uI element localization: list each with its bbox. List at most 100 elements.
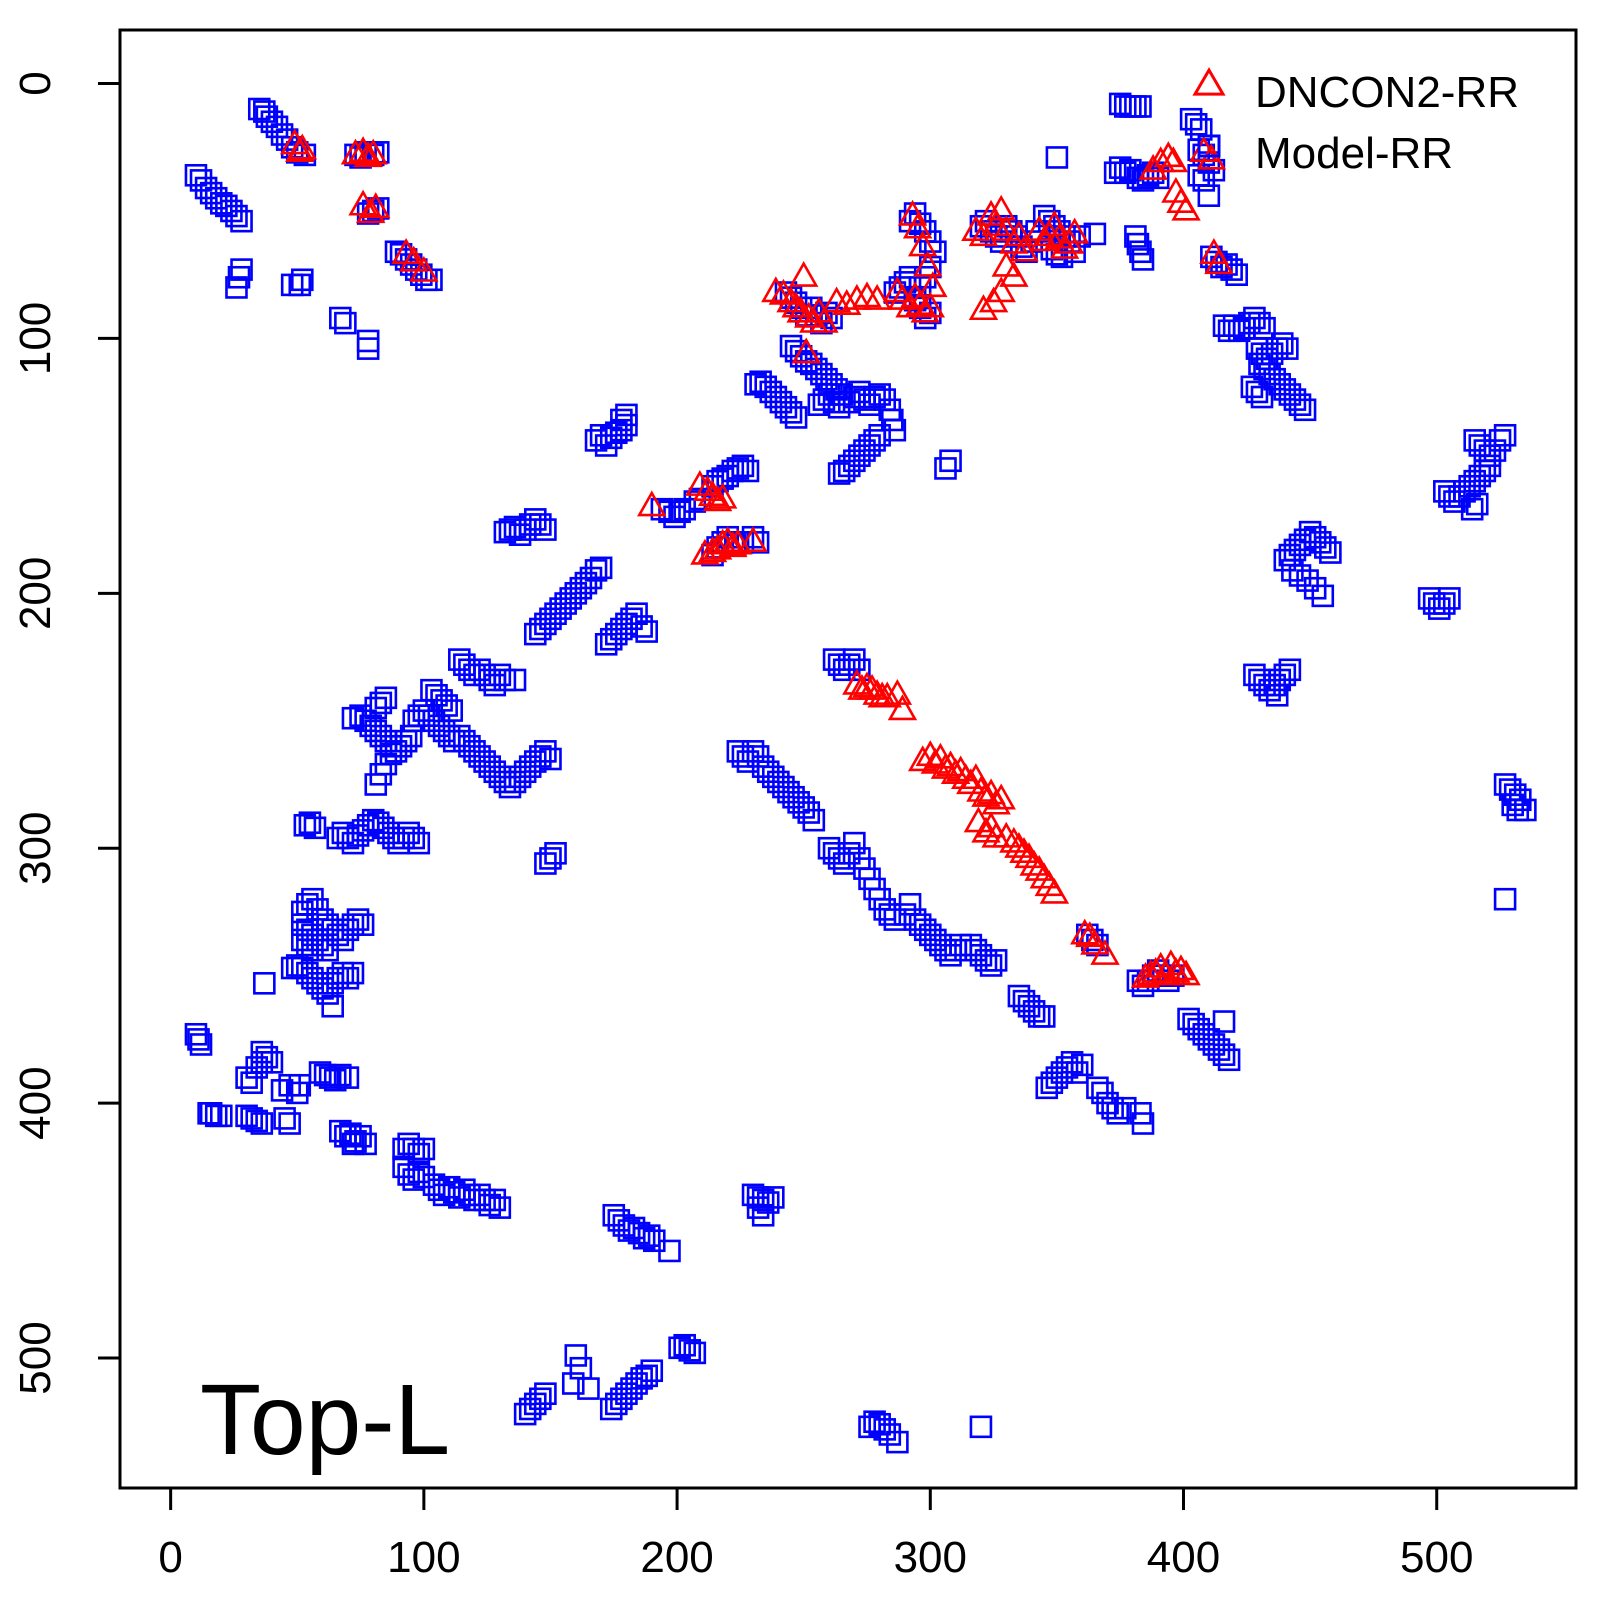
model-rr-point xyxy=(240,1071,263,1095)
model-rr-point xyxy=(323,1068,347,1092)
legend-square-marker xyxy=(1197,134,1221,158)
model-rr-point xyxy=(1493,887,1517,911)
dncon2-rr-point xyxy=(971,780,1001,807)
dncon2-rr-point xyxy=(1070,918,1100,945)
model-rr-point xyxy=(364,773,388,796)
model-rr-point xyxy=(630,615,653,638)
model-rr-point xyxy=(1106,1102,1129,1125)
dncon2-rr-point xyxy=(809,306,839,333)
legend: DNCON2-RR Model-RR xyxy=(1192,67,1519,178)
model-rr-point xyxy=(346,908,370,931)
model-rr-point xyxy=(1184,113,1208,136)
dncon2-rr-point xyxy=(1059,217,1090,244)
model-rr-point xyxy=(341,1132,365,1156)
model-rr-point xyxy=(984,949,1008,972)
model-rr-point xyxy=(843,831,866,855)
model-rr-point xyxy=(1113,1096,1137,1120)
dncon2-rr-point xyxy=(887,694,918,721)
plot-frame xyxy=(118,28,1578,1490)
model-rr-point xyxy=(658,1239,681,1263)
dncon2-rr-point xyxy=(718,531,748,558)
model-rr-point xyxy=(374,686,398,710)
x-tick-label: 0 xyxy=(158,1533,182,1582)
model-rr-point xyxy=(298,811,322,835)
model-rr-point xyxy=(296,933,319,957)
model-rr-point xyxy=(1129,95,1152,118)
model-rr-point xyxy=(746,531,770,554)
model-rr-point xyxy=(969,1415,993,1439)
model-rr-point xyxy=(273,1107,296,1130)
model-rr-point xyxy=(1124,225,1147,248)
y-tick-label: 200 xyxy=(11,557,60,630)
model-rr-point xyxy=(1303,576,1327,600)
model-rr-point xyxy=(394,729,418,753)
model-rr-point xyxy=(356,337,380,360)
model-rr-point xyxy=(187,1028,210,1051)
model-rr-point xyxy=(830,383,853,406)
model-rr-point xyxy=(291,268,314,292)
dncon2-rr-point xyxy=(968,294,999,321)
dncon2-rr-point xyxy=(1153,141,1184,168)
model-rr-point xyxy=(1270,332,1294,355)
model-rr-point xyxy=(898,265,922,289)
model-rr-point xyxy=(589,556,613,580)
model-rr-point xyxy=(230,258,253,281)
model-rr-point xyxy=(637,1224,661,1247)
x-tick-label: 500 xyxy=(1400,1533,1473,1582)
model-rr-point xyxy=(635,620,658,643)
model-rr-point xyxy=(1192,169,1216,192)
model-rr-point xyxy=(334,311,357,335)
model-rr-point xyxy=(577,1377,600,1400)
model-rr-point xyxy=(564,1344,588,1367)
model-rr-point xyxy=(736,459,760,483)
legend-triangle-marker xyxy=(1192,67,1226,96)
model-rr-point xyxy=(278,1112,301,1135)
model-rr-point xyxy=(820,306,843,330)
model-rr-point xyxy=(561,1372,585,1395)
model-rr-point xyxy=(1245,380,1269,404)
dncon2-rr-point xyxy=(1009,837,1039,863)
model-rr-point xyxy=(1265,683,1289,707)
model-rr-point xyxy=(1311,584,1335,608)
dncon2-rr-point xyxy=(857,673,887,700)
model-rr-point xyxy=(245,1109,269,1133)
model-rr-point xyxy=(878,1423,902,1446)
y-tick-label: 100 xyxy=(11,302,60,375)
model-rr-point xyxy=(483,1188,507,1212)
model-rr-point xyxy=(1296,569,1319,592)
dncon2-rr-point xyxy=(918,271,948,298)
dncon2-rr-point xyxy=(791,337,821,364)
model-rr-point xyxy=(1501,793,1524,817)
model-rr-point xyxy=(539,747,562,771)
dncon2-rr-point xyxy=(961,215,991,242)
model-rr-point xyxy=(1278,658,1302,682)
legend-label-model-rr: Model-RR xyxy=(1255,129,1453,178)
model-rr-point xyxy=(260,1051,284,1074)
model-rr-point xyxy=(1293,398,1317,422)
model-rr-point xyxy=(610,408,633,432)
model-rr-point xyxy=(270,1079,294,1102)
model-rr-point xyxy=(341,961,365,985)
model-rr-point xyxy=(615,403,638,427)
series-dncon2-rr xyxy=(279,128,1234,988)
model-rr-point xyxy=(356,329,380,353)
dncon2-rr-point xyxy=(907,745,938,772)
dncon2-rr-point xyxy=(1090,938,1120,965)
model-rr-point xyxy=(1045,146,1069,169)
model-rr-point xyxy=(1288,393,1312,416)
model-rr-point xyxy=(412,1137,436,1161)
model-rr-point xyxy=(435,694,458,717)
model-rr-point xyxy=(488,1196,512,1219)
model-rr-point xyxy=(1465,492,1489,516)
dncon2-rr-point xyxy=(781,291,811,318)
model-rr-point xyxy=(230,209,253,233)
model-rr-point xyxy=(1438,587,1461,610)
dncon2-rr-point xyxy=(981,788,1011,815)
model-rr-point xyxy=(253,972,276,995)
model-rr-point xyxy=(569,1356,593,1380)
model-rr-point xyxy=(529,1387,552,1411)
model-rr-point xyxy=(584,559,608,582)
model-rr-point xyxy=(979,954,1003,977)
model-rr-point xyxy=(328,1063,352,1087)
